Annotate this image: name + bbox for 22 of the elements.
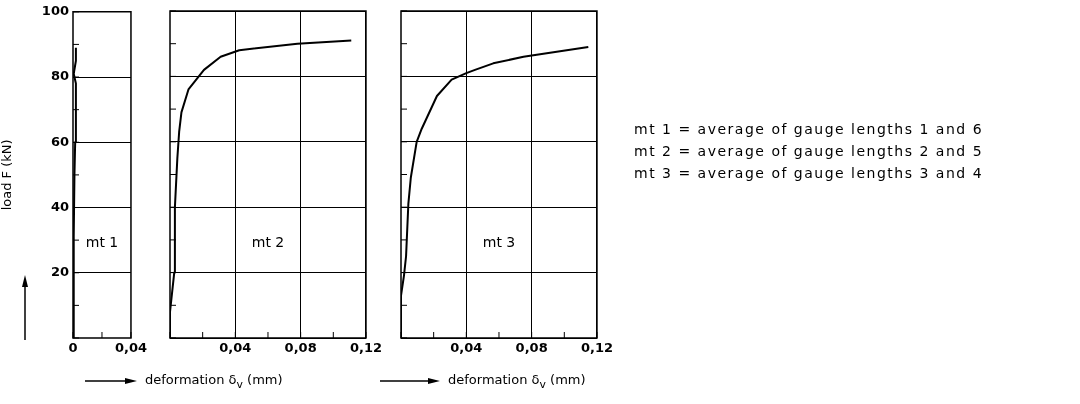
- x-tick-label: 0,04: [450, 340, 483, 356]
- y-axis-title: load F (kN): [0, 139, 15, 211]
- text: mt 2 = average of gauge lengths 2 and 5: [634, 142, 984, 161]
- y-tick-label: 60: [50, 133, 69, 149]
- y-tick-label: 80: [50, 68, 69, 84]
- text: mt 3 = average of gauge lengths 3 and 4: [634, 164, 984, 183]
- x-axis-title: deformation δ$_{v}$ (mm): [448, 372, 586, 391]
- x-tick-label: 0,12: [349, 340, 382, 356]
- y-tick-label: 40: [50, 198, 69, 214]
- x-tick-label: 0,04: [114, 340, 147, 356]
- x-tick-label: 0,08: [284, 340, 317, 356]
- x-tick-label: 0,12: [580, 340, 613, 356]
- x-tick-label: 0: [68, 340, 78, 356]
- annotation: mt 1: [85, 234, 119, 251]
- annotation: mt 3: [482, 233, 516, 250]
- x-tick-label: 0,08: [515, 340, 548, 356]
- text: mt 1 = average of gauge lengths 1 and 6: [634, 120, 984, 139]
- annotation: mt 2: [251, 233, 285, 250]
- x-axis-title: deformation δ$_{v}$ (mm): [145, 372, 283, 391]
- y-tick-label: 20: [50, 264, 69, 280]
- x-tick-label: 0,04: [219, 340, 252, 356]
- y-tick-label: 100: [41, 3, 69, 19]
